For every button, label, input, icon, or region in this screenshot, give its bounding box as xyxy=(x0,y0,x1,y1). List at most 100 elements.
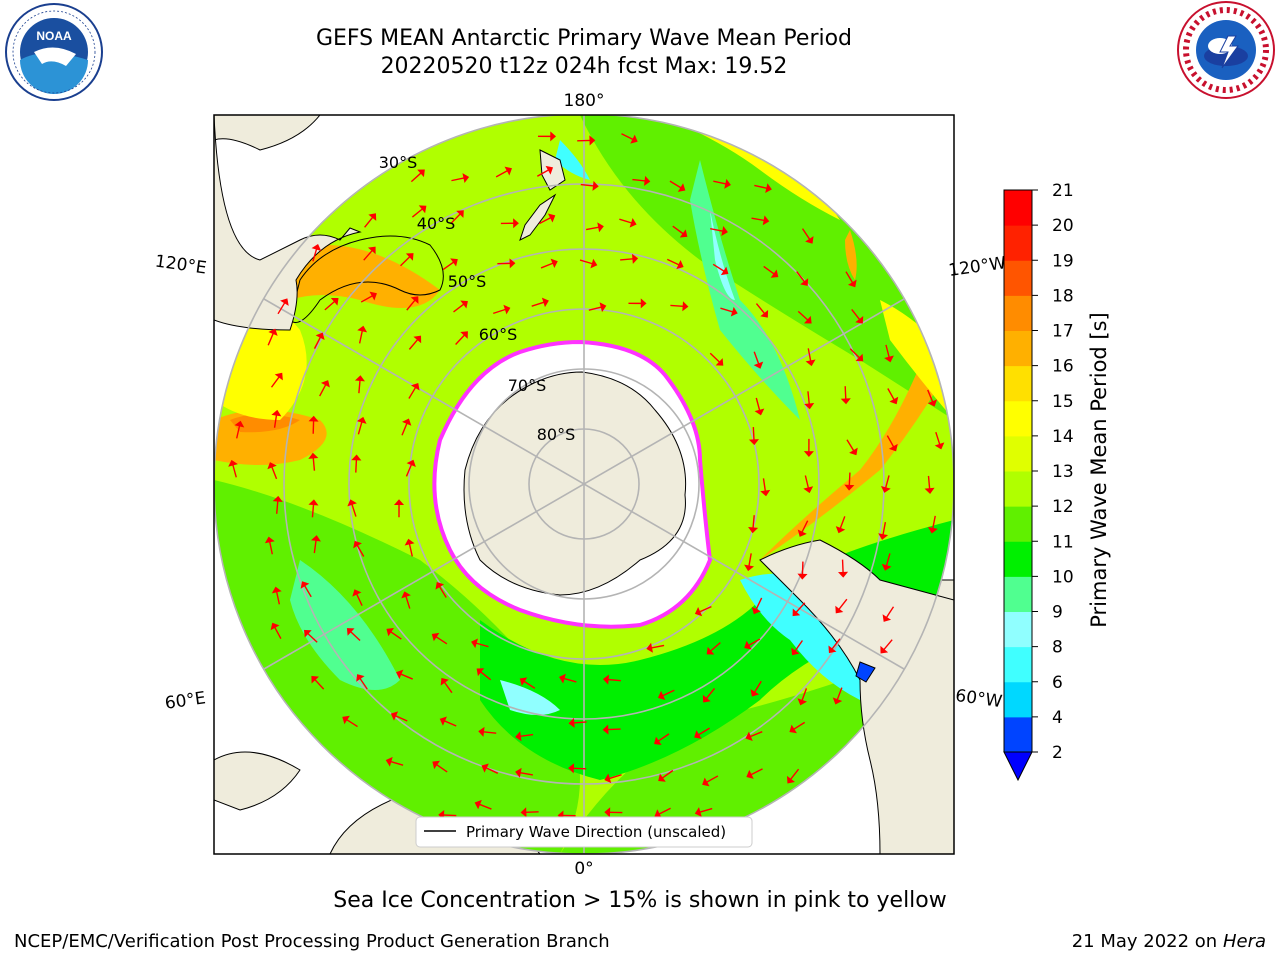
wave-arrow xyxy=(390,631,402,640)
wave-arrow xyxy=(801,520,809,533)
wave-arrow-head xyxy=(308,415,319,422)
wave-arrow xyxy=(351,503,357,517)
wave-arrow-head xyxy=(460,331,468,339)
land-madagascar xyxy=(214,751,301,811)
wave-arrow xyxy=(885,553,891,567)
wave-arrow-head xyxy=(271,409,282,417)
wave-arrow xyxy=(748,638,761,647)
wave-arrow-head xyxy=(267,462,277,470)
colorbar-tick-label: 10 xyxy=(1052,567,1074,587)
wave-arrow-head xyxy=(640,298,647,309)
colorbar-label: Primary Wave Mean Period [s] xyxy=(1087,312,1111,628)
wave-arrow xyxy=(831,638,841,650)
wave-arrow-head xyxy=(724,178,731,189)
colorbar-segment xyxy=(1004,471,1032,507)
wave-arrow-head xyxy=(228,459,238,467)
wave-arrow xyxy=(620,258,634,261)
wave-arrow-head xyxy=(357,325,368,333)
wave-arrow xyxy=(607,678,621,682)
colorbar-tick-label: 19 xyxy=(1052,251,1074,271)
wave-arrow-head xyxy=(748,527,759,534)
wave-arrow xyxy=(753,351,760,365)
wave-arrow-head xyxy=(280,298,289,306)
wave-arrow-head xyxy=(828,645,837,654)
wave-arrow-head xyxy=(604,807,611,818)
wave-arrow xyxy=(276,500,279,514)
wave-arrow xyxy=(346,718,358,728)
colorbar-segment xyxy=(1004,190,1032,226)
wave-arrow-head xyxy=(385,756,393,767)
wave-arrow xyxy=(710,227,724,232)
wave-arrow xyxy=(797,310,809,321)
wave-arrow-head xyxy=(844,484,855,491)
wave-arrow xyxy=(442,261,455,271)
wave-arrow xyxy=(573,767,587,770)
wave-arrow-head xyxy=(804,403,815,410)
wave-arrow xyxy=(536,169,549,177)
wave-arrow-head xyxy=(882,614,892,622)
wave-arrow xyxy=(608,774,622,780)
wave-arrow xyxy=(794,640,804,652)
colorbar-tick-label: 13 xyxy=(1052,462,1074,482)
wave-arrow xyxy=(358,380,361,394)
wave-arrow xyxy=(358,330,364,344)
wave-arrow-head xyxy=(797,573,808,580)
wave-arrow-head xyxy=(519,677,528,686)
sea-ice-caption: Sea Ice Concentration > 15% is shown in … xyxy=(333,888,947,913)
wave-arrow-head xyxy=(368,213,377,221)
colorbar-segment xyxy=(1004,225,1032,261)
colorbar-tick-label: 6 xyxy=(1052,673,1063,693)
wave-arrow xyxy=(363,249,373,261)
wave-arrow-head xyxy=(396,669,404,679)
wave-arrow xyxy=(883,639,893,651)
wave-arrow xyxy=(390,760,404,766)
wave-arrow-head xyxy=(413,335,422,344)
wave-arrow-head xyxy=(342,715,350,725)
wave-arrow-head xyxy=(604,773,612,784)
wave-arrow-head xyxy=(592,180,599,191)
colorbar-tick-label: 21 xyxy=(1052,181,1074,201)
wave-arrow-head xyxy=(431,632,440,642)
wave-arrow-head xyxy=(744,564,755,572)
wave-arrow-head xyxy=(513,218,519,229)
wave-arrow xyxy=(523,680,536,689)
wave-arrow xyxy=(699,807,713,813)
colorbar-segment xyxy=(1004,435,1032,472)
wave-arrow-head xyxy=(353,540,362,549)
wave-arrow xyxy=(807,348,812,362)
wave-arrow-head xyxy=(835,605,844,614)
wave-arrow-head xyxy=(550,258,558,269)
wave-arrow-head xyxy=(439,716,447,726)
wave-arrow-head xyxy=(300,581,310,589)
svg-text:NOAA: NOAA xyxy=(36,29,72,43)
wave-arrow xyxy=(314,679,325,690)
wave-arrow xyxy=(359,677,368,690)
wave-arrow-head xyxy=(878,533,889,540)
wave-arrow-head xyxy=(702,694,711,703)
colorbar-segment xyxy=(1004,365,1032,402)
wave-arrow xyxy=(795,602,806,613)
wave-arrow-head xyxy=(702,777,710,787)
wave-arrow xyxy=(838,598,848,610)
wave-arrow xyxy=(435,636,448,645)
land-nz-corner xyxy=(214,115,321,151)
wave-arrow xyxy=(436,763,448,773)
wave-arrow-head xyxy=(654,736,662,745)
wave-arrow xyxy=(401,422,408,436)
legend-label: Primary Wave Direction (unscaled) xyxy=(466,823,726,841)
colorbar-tick-label: 8 xyxy=(1052,638,1063,658)
colorbar-segment xyxy=(1004,295,1032,331)
wave-arrow xyxy=(520,733,534,738)
wave-arrow-head xyxy=(658,773,666,782)
wave-arrow-head xyxy=(927,399,938,407)
wave-arrow-head xyxy=(589,135,596,146)
colorbar-segment xyxy=(1004,646,1032,683)
wave-arrow xyxy=(360,295,373,303)
wave-arrow xyxy=(273,414,278,428)
wave-arrow xyxy=(713,180,727,185)
wave-arrow-head xyxy=(401,591,411,599)
wave-arrow xyxy=(801,688,808,701)
wave-arrow xyxy=(479,803,492,810)
wave-arrow xyxy=(410,172,422,183)
wave-arrow xyxy=(885,344,890,358)
